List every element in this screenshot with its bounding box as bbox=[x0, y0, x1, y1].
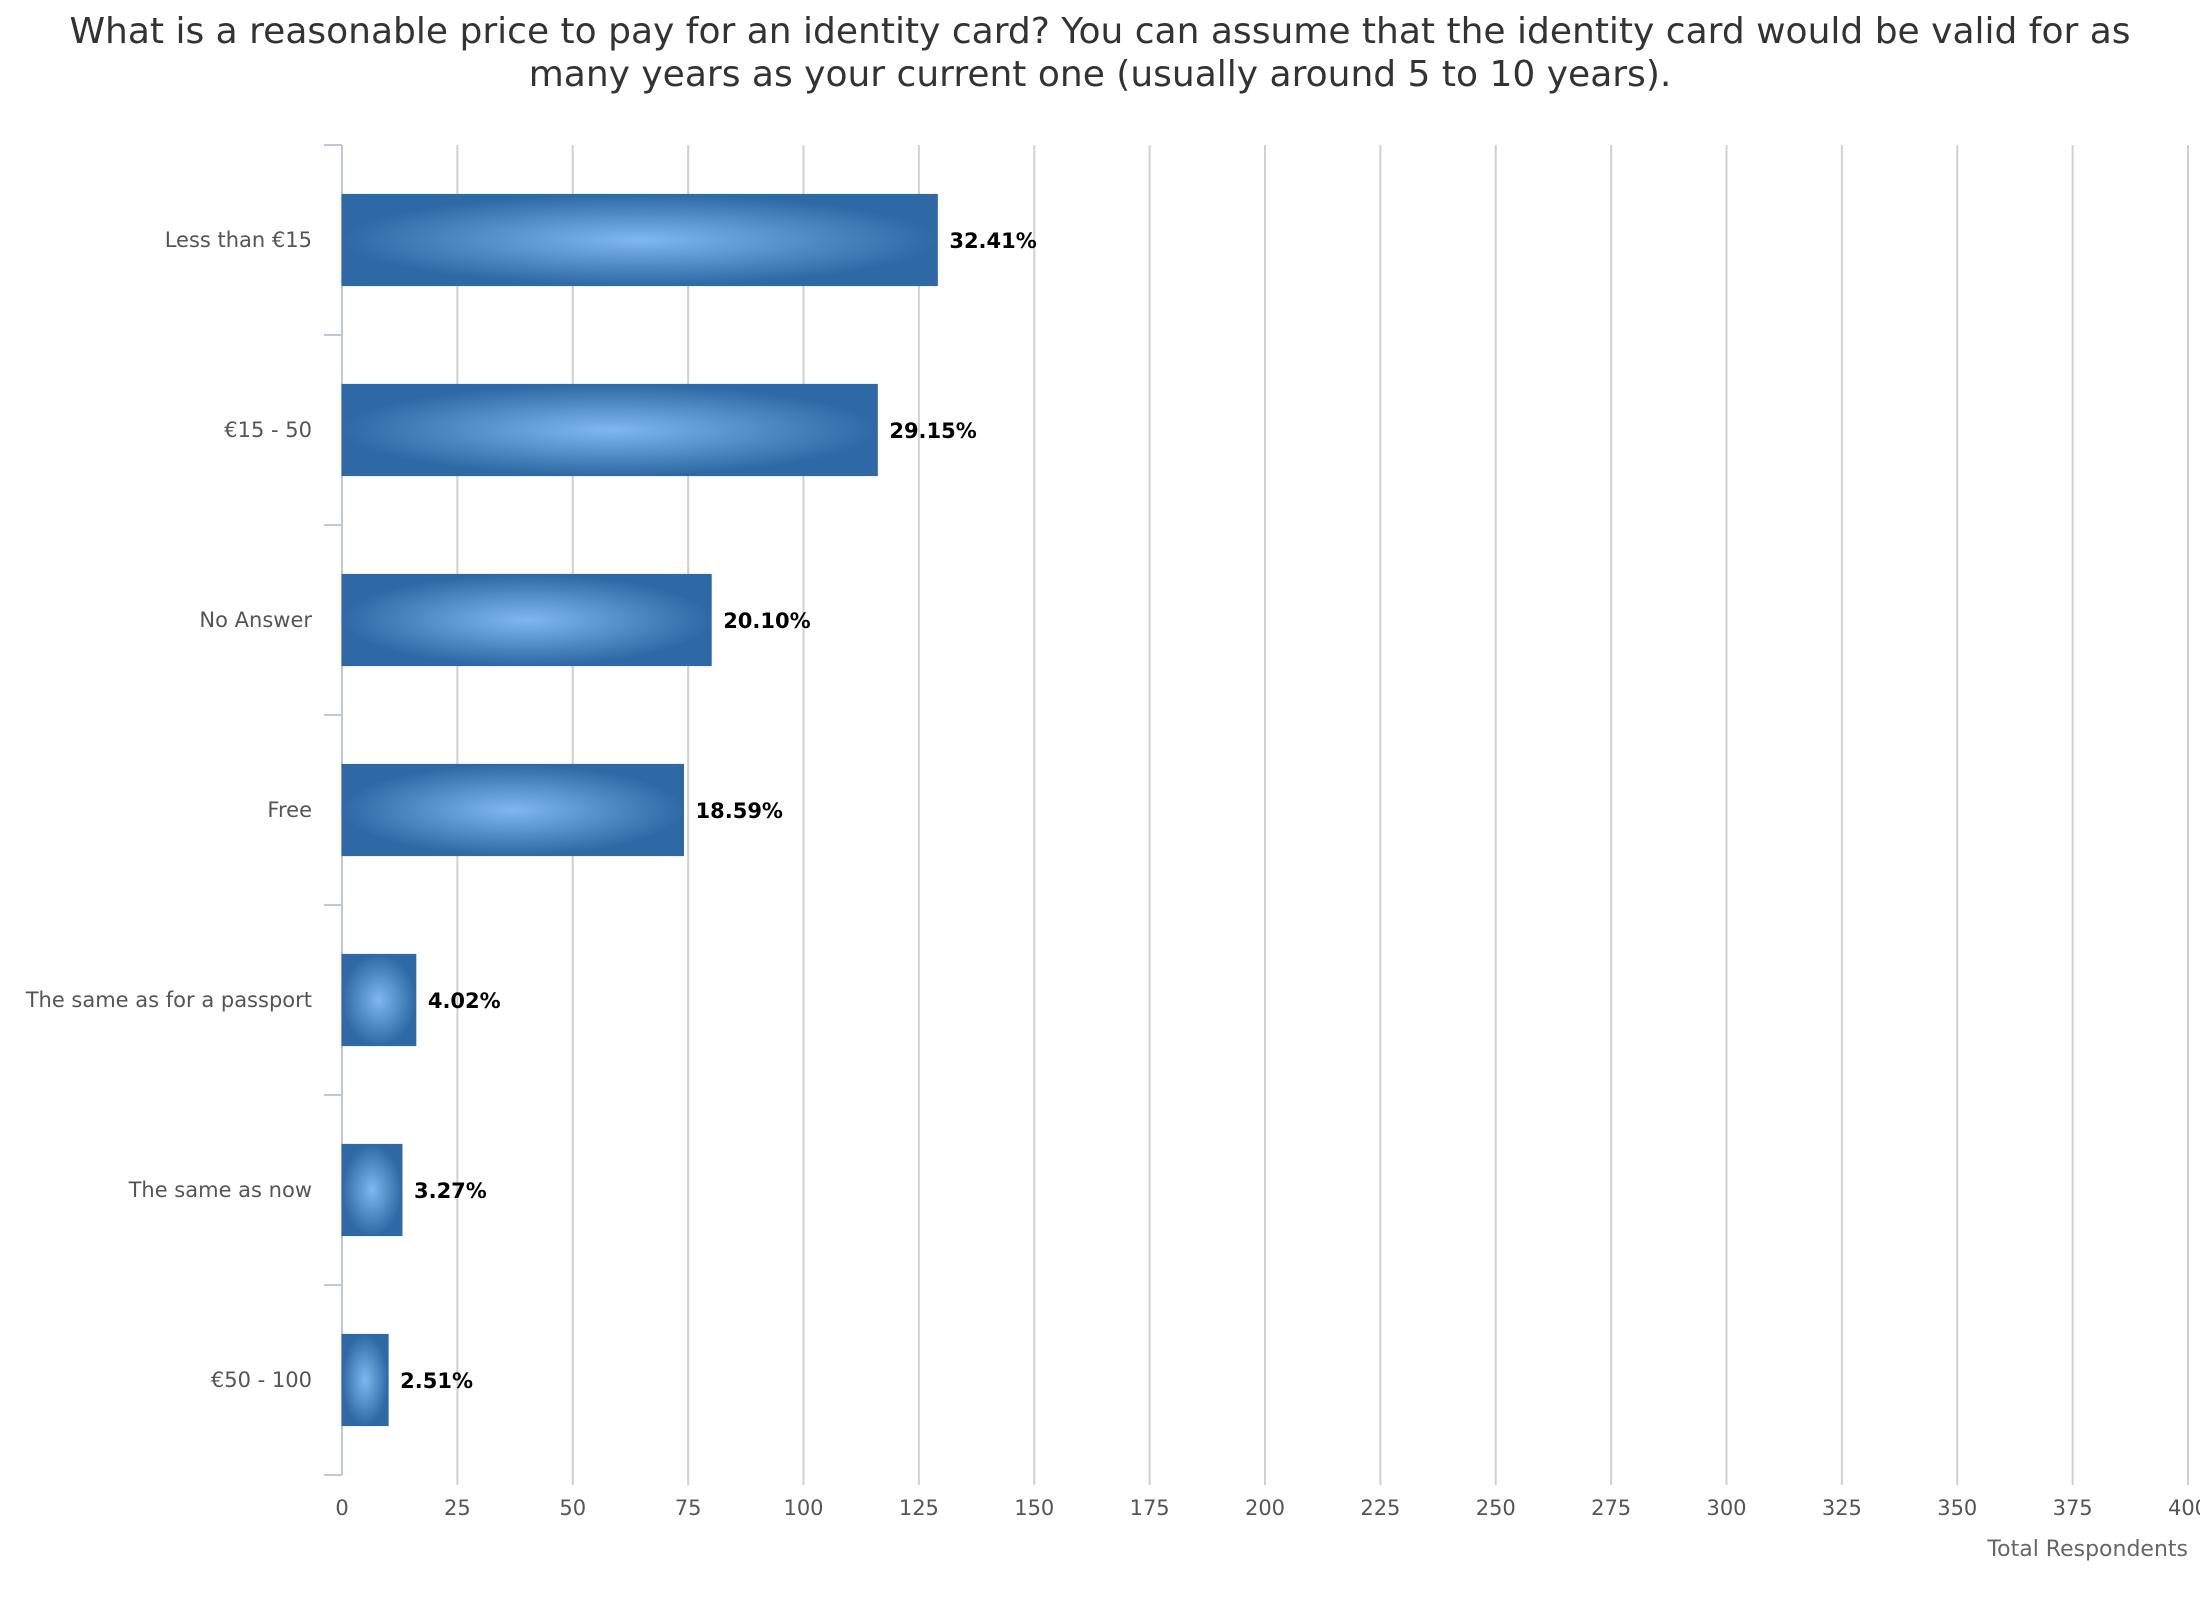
bar bbox=[341, 1333, 389, 1427]
bar bbox=[341, 193, 938, 287]
data-label: 32.41% bbox=[949, 229, 1036, 253]
x-tick-label: 25 bbox=[444, 1496, 471, 1520]
category-label: The same as now bbox=[128, 1178, 312, 1202]
category-label: Less than €15 bbox=[165, 228, 312, 252]
data-label: 2.51% bbox=[400, 1369, 473, 1393]
bar bbox=[341, 383, 878, 477]
x-tick-label: 125 bbox=[899, 1496, 939, 1520]
category-label: €15 - 50 bbox=[224, 418, 312, 442]
x-tick-label: 100 bbox=[783, 1496, 823, 1520]
x-tick-label: 150 bbox=[1014, 1496, 1054, 1520]
data-label: 29.15% bbox=[889, 419, 976, 443]
x-tick-label: 375 bbox=[2053, 1496, 2093, 1520]
data-label: 20.10% bbox=[723, 609, 810, 633]
bar bbox=[341, 763, 685, 857]
x-axis-title: Total Respondents bbox=[1986, 1537, 2188, 1562]
x-tick-label: 225 bbox=[1360, 1496, 1400, 1520]
x-tick-label: 200 bbox=[1245, 1496, 1285, 1520]
bar bbox=[341, 1143, 403, 1237]
category-label: €50 - 100 bbox=[211, 1368, 312, 1392]
bar bbox=[341, 953, 417, 1047]
category-label: Free bbox=[267, 798, 312, 822]
x-tick-label: 250 bbox=[1476, 1496, 1516, 1520]
x-tick-label: 50 bbox=[559, 1496, 586, 1520]
axes bbox=[324, 144, 343, 1476]
data-label: 4.02% bbox=[428, 989, 501, 1013]
x-tick-label: 400 bbox=[2168, 1496, 2200, 1520]
x-tick-label: 275 bbox=[1591, 1496, 1631, 1520]
data-label: 3.27% bbox=[414, 1179, 487, 1203]
x-tick-label: 300 bbox=[1706, 1496, 1746, 1520]
labels: 0 25 50 75 100 125 150 175 200 225 250 275 300 325 350… bbox=[25, 228, 2200, 1520]
category-label: The same as for a passport bbox=[25, 988, 312, 1012]
chart-title: What is a reasonable price to pay for an… bbox=[69, 11, 2131, 95]
bar bbox=[341, 573, 712, 667]
gridlines bbox=[456, 145, 2189, 1485]
bars bbox=[341, 193, 938, 1427]
x-tick-label: 0 bbox=[335, 1496, 348, 1520]
x-tick-label: 350 bbox=[1937, 1496, 1977, 1520]
x-tick-label: 75 bbox=[675, 1496, 702, 1520]
category-label: No Answer bbox=[199, 608, 312, 632]
x-tick-label: 325 bbox=[1822, 1496, 1862, 1520]
x-tick-label: 175 bbox=[1130, 1496, 1170, 1520]
data-label: 18.59% bbox=[696, 799, 783, 823]
